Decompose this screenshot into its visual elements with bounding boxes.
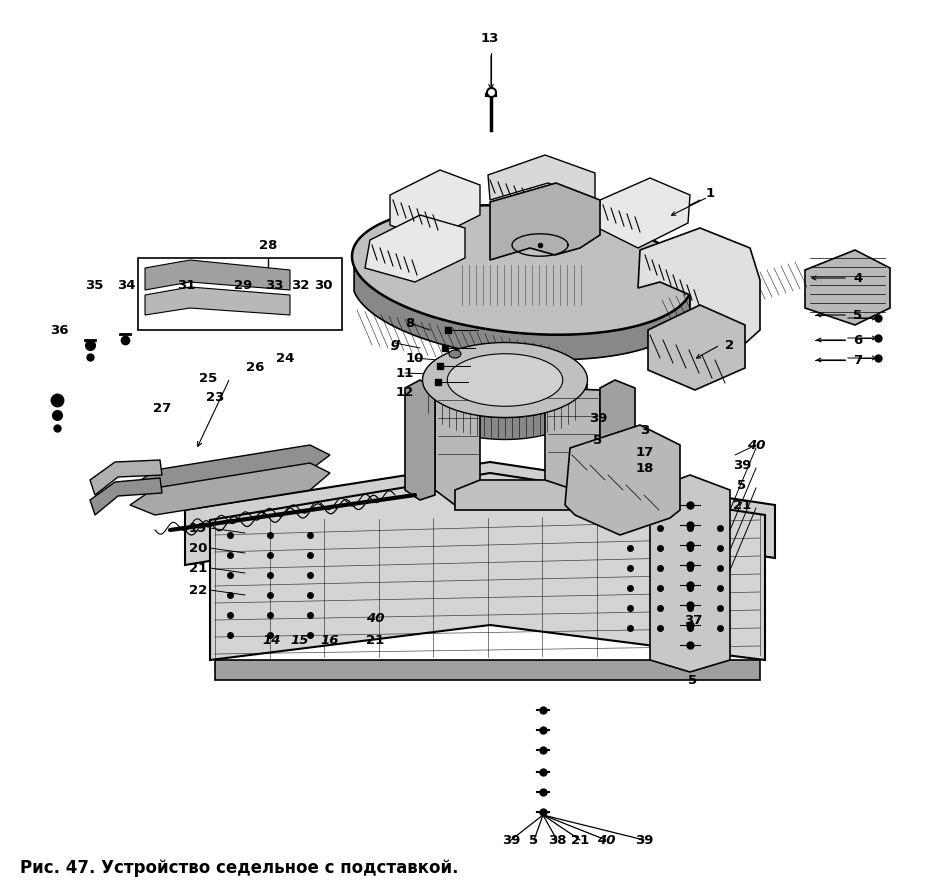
Polygon shape [130, 463, 330, 515]
Text: 30: 30 [314, 279, 332, 291]
Polygon shape [354, 266, 690, 359]
Text: 38: 38 [548, 833, 567, 847]
Text: 26: 26 [245, 360, 264, 374]
Polygon shape [545, 388, 600, 500]
Text: 33: 33 [265, 279, 283, 291]
Polygon shape [565, 425, 680, 535]
Text: 11: 11 [396, 366, 414, 380]
Text: 21: 21 [366, 633, 384, 647]
Text: 25: 25 [199, 372, 217, 384]
Text: 15: 15 [291, 633, 309, 647]
Text: 5: 5 [594, 434, 603, 446]
Polygon shape [352, 205, 692, 335]
Polygon shape [447, 354, 563, 406]
Text: 40: 40 [746, 438, 765, 452]
Polygon shape [130, 445, 330, 495]
Text: 35: 35 [85, 279, 103, 291]
Polygon shape [145, 260, 290, 290]
Polygon shape [422, 342, 587, 418]
Text: 31: 31 [177, 279, 195, 291]
Text: 27: 27 [153, 401, 171, 415]
Text: 14: 14 [263, 633, 282, 647]
Text: 34: 34 [117, 279, 135, 291]
Text: 21: 21 [570, 833, 589, 847]
Text: g: g [390, 337, 400, 349]
Text: 22: 22 [189, 583, 207, 597]
Text: 5: 5 [530, 833, 539, 847]
Text: 5: 5 [854, 308, 862, 322]
Text: 24: 24 [276, 351, 294, 365]
Text: 36: 36 [50, 323, 69, 337]
Text: 40: 40 [366, 611, 384, 625]
Text: 5: 5 [737, 478, 746, 492]
Polygon shape [650, 475, 730, 672]
Text: 13: 13 [481, 31, 499, 45]
Polygon shape [490, 183, 600, 260]
Text: 12: 12 [396, 385, 414, 399]
Text: 37: 37 [683, 614, 702, 626]
Polygon shape [90, 460, 162, 495]
Text: 29: 29 [234, 279, 252, 291]
Text: 21: 21 [189, 562, 207, 574]
Text: 21: 21 [732, 498, 751, 512]
Text: 19: 19 [189, 521, 207, 535]
Text: Рис. 47. Устройство седельное с подставкой.: Рис. 47. Устройство седельное с подставк… [20, 859, 458, 877]
Text: 17: 17 [636, 445, 654, 459]
Text: 39: 39 [732, 459, 751, 471]
Polygon shape [455, 480, 575, 510]
Text: 4: 4 [854, 271, 863, 285]
Polygon shape [638, 228, 760, 348]
Text: 7: 7 [854, 354, 862, 366]
Text: 16: 16 [320, 633, 339, 647]
Polygon shape [598, 178, 690, 248]
Polygon shape [390, 170, 480, 240]
Polygon shape [215, 660, 760, 680]
Text: 1: 1 [706, 186, 715, 200]
Text: 28: 28 [258, 238, 277, 252]
Text: 32: 32 [291, 279, 309, 291]
Polygon shape [600, 380, 635, 500]
Polygon shape [805, 250, 890, 325]
Text: 39: 39 [635, 833, 653, 847]
Text: 20: 20 [189, 541, 207, 555]
Polygon shape [435, 390, 480, 505]
Polygon shape [185, 462, 775, 565]
Text: 3: 3 [641, 424, 650, 436]
Polygon shape [365, 215, 465, 282]
Text: 6: 6 [854, 333, 863, 347]
Text: 18: 18 [636, 461, 654, 475]
Polygon shape [648, 305, 745, 390]
Polygon shape [405, 380, 435, 500]
Polygon shape [423, 383, 587, 439]
Polygon shape [90, 478, 162, 515]
Ellipse shape [449, 350, 461, 358]
Polygon shape [488, 155, 595, 200]
Text: 8: 8 [406, 316, 415, 330]
Bar [138, 258, 342, 330]
Polygon shape [145, 287, 290, 315]
Text: 39: 39 [502, 833, 520, 847]
Text: 39: 39 [589, 411, 607, 425]
Text: 2: 2 [725, 339, 734, 351]
Text: 10: 10 [406, 351, 424, 365]
Polygon shape [210, 473, 765, 660]
Text: 40: 40 [596, 833, 615, 847]
Text: 5: 5 [688, 674, 697, 686]
Text: 23: 23 [206, 391, 224, 403]
